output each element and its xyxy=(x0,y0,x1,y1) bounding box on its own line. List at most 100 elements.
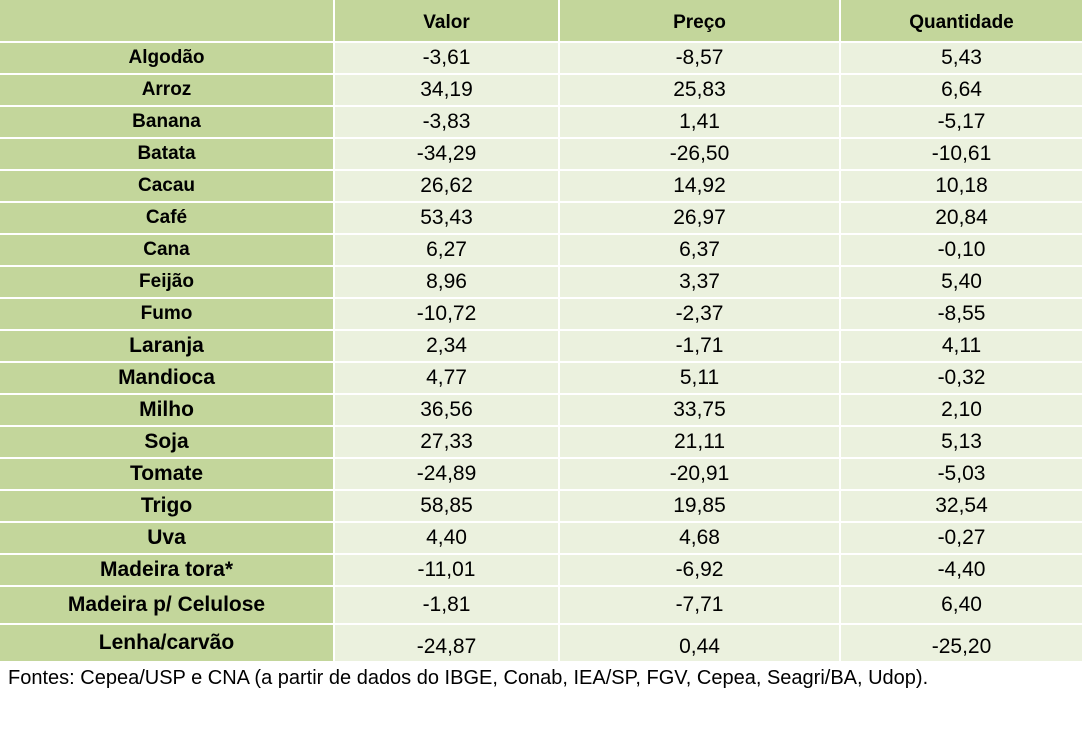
row-label: Mandioca xyxy=(0,362,335,395)
table-row: Madeira tora* -11,01 -6,92 -4,40 xyxy=(0,554,1083,587)
cell-quantidade: -0,32 xyxy=(840,362,1083,395)
cell-quantidade: 6,40 xyxy=(840,586,1083,625)
cell-valor: -24,87 xyxy=(334,624,560,663)
cell-preco: 33,75 xyxy=(559,394,841,427)
table-row: Banana -3,83 1,41 -5,17 xyxy=(0,106,1083,139)
table-row: Arroz 34,19 25,83 6,64 xyxy=(0,74,1083,107)
cell-valor: 4,77 xyxy=(334,362,560,395)
cell-valor: 26,62 xyxy=(334,170,560,203)
cell-valor: -34,29 xyxy=(334,138,560,171)
cell-preco: 0,44 xyxy=(559,624,841,663)
table-row: Tomate -24,89 -20,91 -5,03 xyxy=(0,458,1083,491)
row-label: Café xyxy=(0,202,335,235)
cell-quantidade: 5,40 xyxy=(840,266,1083,299)
header-preco: Preço xyxy=(559,0,841,43)
row-label: Madeira p/ Celulose xyxy=(0,586,335,625)
cell-quantidade: -0,10 xyxy=(840,234,1083,267)
data-table: Valor Preço Quantidade Algodão -3,61 -8,57… xyxy=(0,0,1083,663)
cell-preco: -2,37 xyxy=(559,298,841,331)
cell-valor: 4,40 xyxy=(334,522,560,555)
cell-valor: 53,43 xyxy=(334,202,560,235)
row-label: Feijão xyxy=(0,266,335,299)
cell-valor: 27,33 xyxy=(334,426,560,459)
row-label: Laranja xyxy=(0,330,335,363)
table-row: Fumo -10,72 -2,37 -8,55 xyxy=(0,298,1083,331)
cell-preco: 3,37 xyxy=(559,266,841,299)
table-row: Laranja 2,34 -1,71 4,11 xyxy=(0,330,1083,363)
table-row: Café 53,43 26,97 20,84 xyxy=(0,202,1083,235)
cell-valor: 34,19 xyxy=(334,74,560,107)
cell-valor: 8,96 xyxy=(334,266,560,299)
cell-quantidade: 6,64 xyxy=(840,74,1083,107)
header-valor: Valor xyxy=(334,0,560,43)
cell-preco: -20,91 xyxy=(559,458,841,491)
cell-valor: -10,72 xyxy=(334,298,560,331)
cell-quantidade: -10,61 xyxy=(840,138,1083,171)
cell-quantidade: 20,84 xyxy=(840,202,1083,235)
cell-valor: -3,61 xyxy=(334,42,560,75)
cell-valor: -11,01 xyxy=(334,554,560,587)
cell-quantidade: 32,54 xyxy=(840,490,1083,523)
row-label: Arroz xyxy=(0,74,335,107)
cell-valor: -24,89 xyxy=(334,458,560,491)
header-quantidade: Quantidade xyxy=(840,0,1083,43)
row-label: Cana xyxy=(0,234,335,267)
cell-preco: 14,92 xyxy=(559,170,841,203)
cell-valor: -1,81 xyxy=(334,586,560,625)
row-label: Trigo xyxy=(0,490,335,523)
row-label: Fumo xyxy=(0,298,335,331)
cell-preco: 26,97 xyxy=(559,202,841,235)
table-row: Batata -34,29 -26,50 -10,61 xyxy=(0,138,1083,171)
cell-quantidade: 2,10 xyxy=(840,394,1083,427)
table-row: Trigo 58,85 19,85 32,54 xyxy=(0,490,1083,523)
cell-quantidade: 4,11 xyxy=(840,330,1083,363)
header-empty xyxy=(0,0,335,43)
source-note: Fontes: Cepea/USP e CNA (a partir de dad… xyxy=(8,667,929,689)
row-label: Tomate xyxy=(0,458,335,491)
cell-quantidade: -8,55 xyxy=(840,298,1083,331)
cell-preco: 4,68 xyxy=(559,522,841,555)
cell-preco: -6,92 xyxy=(559,554,841,587)
table-row: Cacau 26,62 14,92 10,18 xyxy=(0,170,1083,203)
table-row: Feijão 8,96 3,37 5,40 xyxy=(0,266,1083,299)
row-label: Lenha/carvão xyxy=(0,624,335,663)
cell-quantidade: 5,43 xyxy=(840,42,1083,75)
cell-preco: -7,71 xyxy=(559,586,841,625)
table-row: Mandioca 4,77 5,11 -0,32 xyxy=(0,362,1083,395)
cell-quantidade: -0,27 xyxy=(840,522,1083,555)
table-row: Uva 4,40 4,68 -0,27 xyxy=(0,522,1083,555)
cell-valor: -3,83 xyxy=(334,106,560,139)
cell-preco: 5,11 xyxy=(559,362,841,395)
row-label: Algodão xyxy=(0,42,335,75)
table-row: Milho 36,56 33,75 2,10 xyxy=(0,394,1083,427)
cell-valor: 2,34 xyxy=(334,330,560,363)
cell-preco: -26,50 xyxy=(559,138,841,171)
cell-quantidade: -5,03 xyxy=(840,458,1083,491)
row-label: Milho xyxy=(0,394,335,427)
cell-quantidade: -25,20 xyxy=(840,624,1083,663)
cell-valor: 6,27 xyxy=(334,234,560,267)
row-label: Soja xyxy=(0,426,335,459)
cell-quantidade: -4,40 xyxy=(840,554,1083,587)
table-row: Lenha/carvão -24,87 0,44 -25,20 xyxy=(0,624,1083,663)
table-row: Algodão -3,61 -8,57 5,43 xyxy=(0,42,1083,75)
cell-preco: 21,11 xyxy=(559,426,841,459)
cell-quantidade: 5,13 xyxy=(840,426,1083,459)
cell-quantidade: 10,18 xyxy=(840,170,1083,203)
table-row: Cana 6,27 6,37 -0,10 xyxy=(0,234,1083,267)
table-row: Soja 27,33 21,11 5,13 xyxy=(0,426,1083,459)
cell-valor: 58,85 xyxy=(334,490,560,523)
cell-quantidade: -5,17 xyxy=(840,106,1083,139)
cell-preco: 1,41 xyxy=(559,106,841,139)
cell-preco: 25,83 xyxy=(559,74,841,107)
cell-preco: 6,37 xyxy=(559,234,841,267)
row-label: Banana xyxy=(0,106,335,139)
row-label: Madeira tora* xyxy=(0,554,335,587)
table-row: Madeira p/ Celulose -1,81 -7,71 6,40 xyxy=(0,586,1083,625)
cell-preco: -8,57 xyxy=(559,42,841,75)
row-label: Cacau xyxy=(0,170,335,203)
cell-preco: 19,85 xyxy=(559,490,841,523)
row-label: Uva xyxy=(0,522,335,555)
cell-valor: 36,56 xyxy=(334,394,560,427)
header-row: Valor Preço Quantidade xyxy=(0,0,1083,43)
